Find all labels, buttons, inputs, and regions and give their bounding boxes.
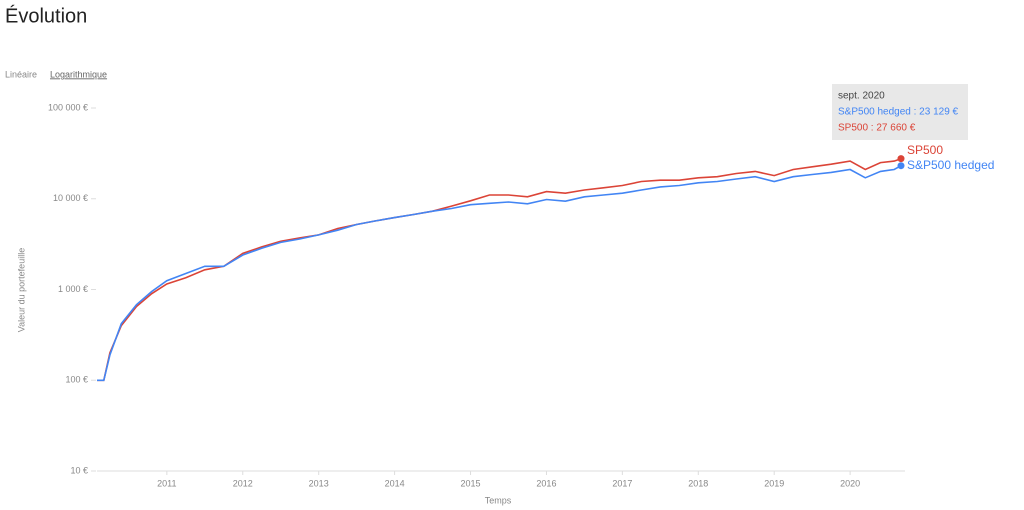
- x-tick-label: 2012: [233, 478, 253, 488]
- x-tick-label: 2020: [840, 478, 860, 488]
- tooltip-title: sept. 2020: [838, 91, 885, 102]
- y-tick-label: 10 000 €: [53, 193, 88, 203]
- x-tick-label: 2017: [612, 478, 632, 488]
- end-point: [897, 162, 905, 170]
- x-tick-label: 2016: [536, 478, 556, 488]
- y-tick-label: 10 €: [70, 465, 88, 475]
- scale-option[interactable]: Logarithmique: [50, 69, 107, 79]
- x-tick-label: 2019: [764, 478, 784, 488]
- legend-label: S&P500 hedged: [907, 158, 994, 172]
- tooltip-line: S&P500 hedged : 23 129 €: [838, 107, 959, 118]
- legend-label: SP500: [907, 143, 943, 157]
- x-tick-label: 2018: [688, 478, 708, 488]
- y-tick-label: 100 €: [65, 375, 88, 385]
- chart-title: Évolution: [5, 4, 87, 27]
- x-tick-label: 2013: [309, 478, 329, 488]
- y-tick-label: 1 000 €: [58, 284, 88, 294]
- y-tick-label: 100 000 €: [48, 102, 88, 112]
- x-axis-title: Temps: [485, 495, 512, 505]
- end-point: [897, 155, 905, 163]
- tooltip: [832, 84, 968, 140]
- y-axis-title: Valeur du portefeuille: [16, 248, 26, 332]
- scale-option[interactable]: Linéaire: [5, 69, 37, 79]
- series-line: [97, 165, 902, 382]
- x-tick-label: 2015: [461, 478, 481, 488]
- x-tick-label: 2011: [157, 478, 176, 488]
- tooltip-line: SP500 : 27 660 €: [838, 123, 916, 134]
- x-tick-label: 2014: [385, 478, 405, 488]
- series-line: [97, 157, 902, 382]
